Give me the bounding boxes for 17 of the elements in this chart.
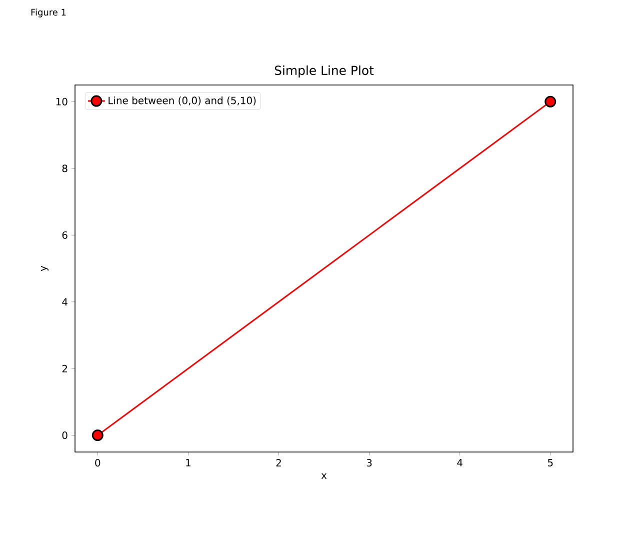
- x-tick-label: 0: [95, 458, 100, 467]
- x-tick-label: 5: [548, 459, 553, 466]
- chart-title: Simple Line Plot: [274, 65, 374, 78]
- x-axis-title: x: [321, 473, 327, 479]
- legend-label: Line between (0,0) and (5,10): [108, 96, 256, 106]
- x-tick-label: 1: [186, 459, 190, 466]
- y-tick-label: 0: [62, 432, 68, 440]
- x-tick-label: 4: [457, 459, 462, 466]
- y-tick-label: 8: [62, 164, 68, 172]
- caption: Figure 1: [31, 8, 66, 18]
- y-tick-label: 4: [62, 298, 68, 306]
- y-tick-label: 2: [62, 364, 67, 372]
- y-tick-label: 6: [62, 231, 68, 239]
- y-axis-title: y: [40, 266, 48, 272]
- y-tick-label: 10: [56, 98, 68, 106]
- x-tick-label: 2: [276, 458, 281, 466]
- x-tick-label: 3: [366, 458, 372, 467]
